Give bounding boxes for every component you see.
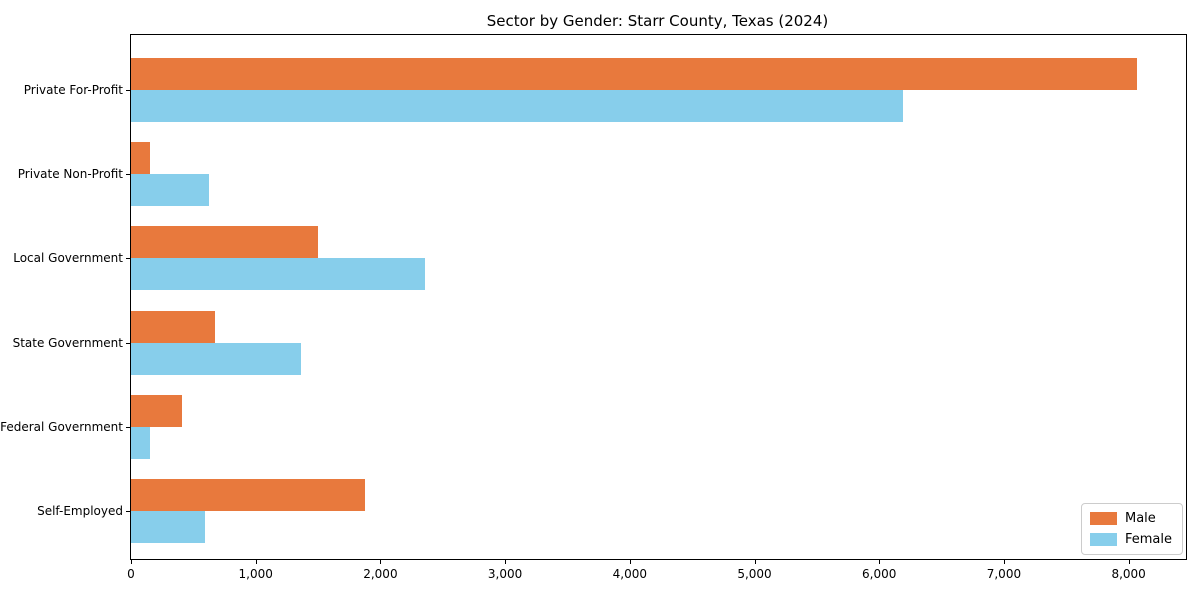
y-axis-label-private-non-profit: Private Non-Profit — [17, 167, 123, 182]
x-tick-mark-5000 — [754, 559, 756, 564]
plot-area: Male Female Private For-Profit Private No… — [0, 34, 1187, 581]
y-tick-mark-self-employed — [126, 511, 131, 512]
x-tick-label-4000: 4,000 — [612, 567, 647, 581]
bar-male-self-employed — [131, 479, 366, 511]
bar-female-local-government — [131, 258, 425, 291]
legend-item-female: Female — [1089, 532, 1172, 547]
bar-female-state-government — [131, 342, 301, 375]
x-tick-label-8000: 8,000 — [1111, 567, 1146, 581]
x-tick-label-5000: 5,000 — [737, 567, 772, 581]
bar-male-private-for-profit — [131, 58, 1138, 90]
x-tick-mark-8000 — [1128, 559, 1130, 564]
x-tick-mark-3000 — [505, 559, 507, 564]
x-tick-label-1000: 1,000 — [238, 567, 273, 581]
y-tick-mark-local-government — [126, 258, 131, 260]
y-tick-mark-private-non-profit — [126, 174, 131, 176]
legend-label-female: Female — [1124, 532, 1172, 547]
legend: Male Female — [1080, 503, 1183, 555]
legend-label-male: Male — [1124, 511, 1156, 526]
x-tick-label-7000: 7,000 — [986, 567, 1022, 581]
y-tick-mark-private-for-profit — [126, 90, 131, 91]
y-tick-mark-federal-government — [126, 426, 131, 428]
bar-male-local-government — [131, 226, 319, 259]
y-axis-label-state-government: State Government — [12, 335, 123, 350]
x-tick-mark-2000 — [380, 559, 382, 564]
y-tick-mark-state-government — [126, 342, 131, 344]
bar-female-private-non-profit — [131, 174, 209, 207]
y-axis-label-self-employed: Self-Employed — [37, 504, 123, 518]
x-tick-label-2000: 2,000 — [363, 567, 398, 581]
x-tick-mark-1000 — [255, 559, 257, 564]
bar-female-federal-government — [131, 426, 150, 459]
chart-title: Sector by Gender: Starr County, Texas (2… — [486, 12, 829, 30]
bar-male-state-government — [131, 310, 216, 343]
legend-item-male: Male — [1089, 511, 1172, 526]
bar-male-private-non-profit — [131, 142, 150, 175]
x-tick-mark-6000 — [879, 559, 881, 564]
bar-female-self-employed — [131, 511, 205, 543]
legend-swatch-female-icon — [1089, 533, 1117, 546]
x-tick-label-0: 0 — [127, 567, 135, 581]
y-axis-label-private-for-profit: Private For-Profit — [23, 83, 123, 97]
x-tick-label-3000: 3,000 — [487, 567, 523, 581]
x-tick-mark-7000 — [1003, 559, 1005, 564]
y-axis-label-local-government: Local Government — [13, 251, 123, 266]
x-tick-mark-4000 — [629, 559, 631, 564]
bar-male-federal-government — [131, 394, 182, 427]
bar-female-private-for-profit — [131, 90, 903, 122]
x-tick-label-6000: 6,000 — [862, 567, 897, 581]
y-axis-label-federal-government: Federal Government — [0, 419, 123, 434]
x-tick-mark-0 — [131, 559, 132, 564]
legend-swatch-male-icon — [1089, 512, 1117, 525]
